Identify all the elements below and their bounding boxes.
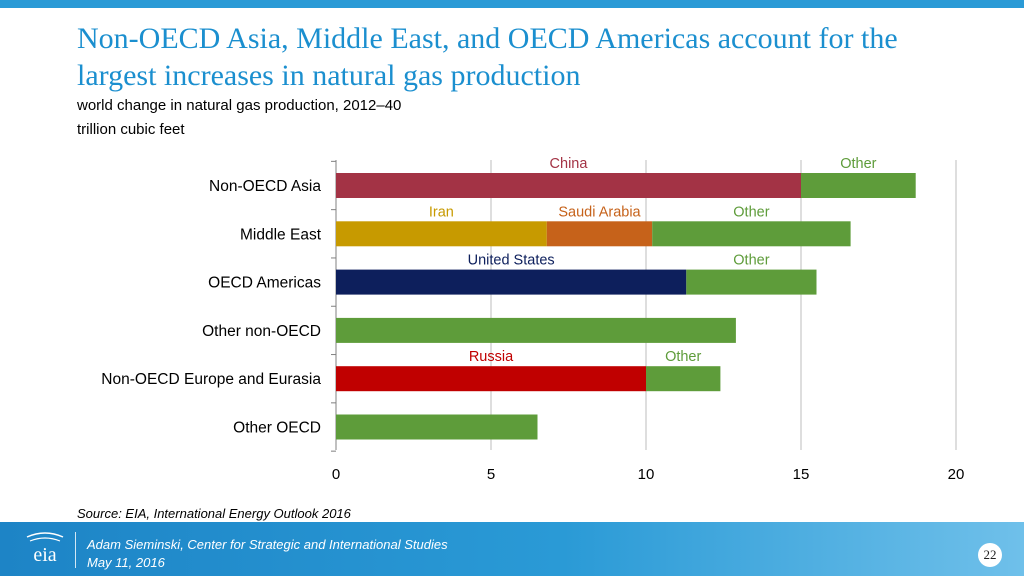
- date-line: May 11, 2016: [87, 555, 165, 570]
- page-number: 22: [978, 543, 1002, 567]
- bar-segment: [336, 317, 736, 343]
- chart-subtitle: world change in natural gas production, …: [77, 97, 402, 114]
- segment-label: Other: [665, 349, 701, 365]
- segment-label: Other: [840, 156, 876, 172]
- bar-segment: [546, 221, 653, 247]
- bar-segment: [646, 366, 721, 392]
- x-tick-label: 15: [793, 466, 810, 483]
- category-label: Other non-OECD: [202, 323, 321, 340]
- segment-label: Other: [733, 204, 769, 220]
- category-label: Other OECD: [233, 420, 321, 437]
- x-tick-label: 10: [638, 466, 655, 483]
- bar-segment: [801, 173, 916, 198]
- bar-segment: [336, 366, 646, 392]
- bar-segment: [336, 173, 801, 198]
- x-tick-label: 20: [948, 466, 965, 483]
- category-label: OECD Americas: [208, 275, 321, 292]
- category-label: Non-OECD Europe and Eurasia: [101, 371, 321, 388]
- bar-segment: [336, 221, 547, 247]
- bar-segment: [336, 414, 538, 440]
- bar-segment: [686, 269, 817, 295]
- bar-chart: 0 5 10 15 20 Non-OECD Asia China Other Middle Ea…: [101, 156, 965, 483]
- category-label: Middle East: [240, 226, 322, 243]
- segment-label: Other: [733, 253, 769, 269]
- source-note: Source: EIA, International Energy Outloo…: [77, 506, 351, 521]
- presenter-line: Adam Sieminski, Center for Strategic and…: [87, 537, 448, 552]
- segment-label: United States: [468, 253, 555, 269]
- x-tick-label: 5: [487, 466, 495, 483]
- segment-label: China: [550, 156, 589, 172]
- slide-title: Non-OECD Asia, Middle East, and OECD Ame…: [77, 22, 898, 92]
- category-label: Non-OECD Asia: [209, 178, 321, 195]
- top-accent-bar: [0, 0, 1024, 8]
- bar-segment: [652, 221, 851, 247]
- bar-segment: [336, 269, 687, 295]
- eia-logo: eia: [26, 532, 64, 566]
- segment-label: Russia: [469, 349, 514, 365]
- x-tick-label: 0: [332, 466, 340, 483]
- eia-logo-text: eia: [33, 544, 56, 566]
- footer-divider: [75, 532, 76, 568]
- segment-label: Saudi Arabia: [558, 204, 641, 220]
- chart-units: trillion cubic feet: [77, 121, 185, 138]
- segment-label: Iran: [429, 204, 454, 220]
- footer-bar: eia Adam Sieminski, Center for Strategic…: [0, 522, 1024, 576]
